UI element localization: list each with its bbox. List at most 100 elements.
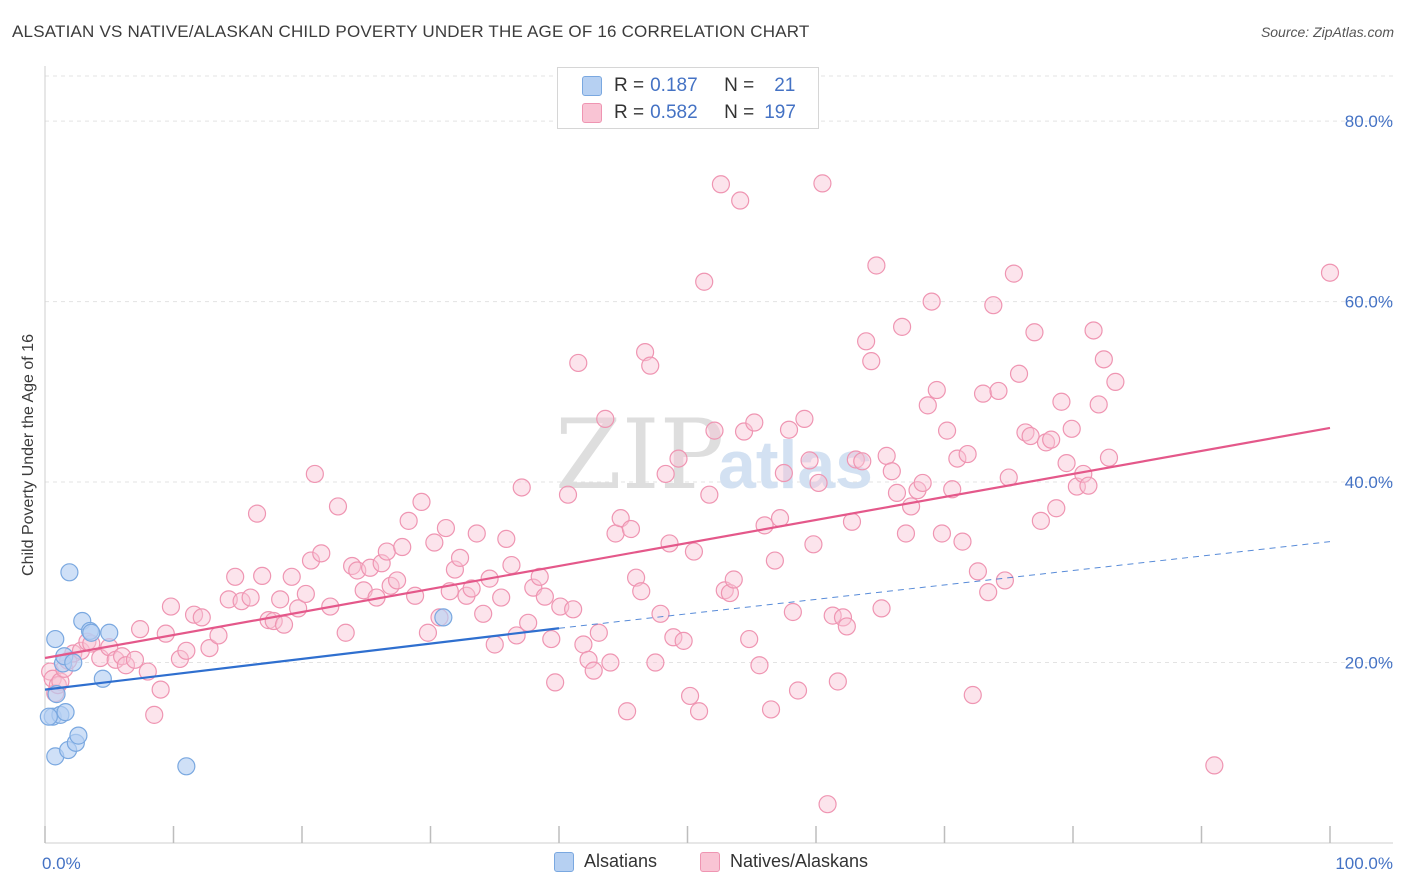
legend-n-label: N = <box>724 102 755 123</box>
natives-alaskans-point <box>497 529 516 549</box>
natives-alaskans-point <box>932 524 952 543</box>
natives-alaskans-point <box>253 566 272 586</box>
natives-alaskans-point <box>336 623 355 642</box>
watermark: ZIP atlas <box>555 399 873 511</box>
natives-alaskans-point <box>387 571 407 590</box>
natives-alaskans-point <box>1205 756 1224 775</box>
natives-alaskans-point <box>1099 448 1119 467</box>
alsatians-point <box>93 669 112 688</box>
y-tick-label: 40.0% <box>1345 473 1393 492</box>
legend-n-value: 21 <box>774 75 796 96</box>
bottom-legend-alsatians[interactable]: Alsatians <box>554 851 657 872</box>
legend-swatch-natives <box>582 103 602 123</box>
natives-alaskans-point <box>558 485 578 504</box>
natives-alaskans-point <box>740 629 759 649</box>
watermark-zip: ZIP <box>555 399 724 511</box>
natives-alaskans-point <box>887 483 907 502</box>
bottom-legend-label-natives: Natives/Alaskans <box>730 851 869 871</box>
natives-alaskans-point <box>896 524 916 543</box>
natives-alaskans-point <box>846 450 865 469</box>
natives-alaskans-point <box>436 518 456 538</box>
natives-alaskans-point <box>312 544 331 563</box>
natives-alaskans-point <box>125 650 145 669</box>
natives-alaskans-point <box>1004 264 1023 283</box>
natives-alaskans-point <box>953 532 972 551</box>
natives-alaskans-point <box>145 705 164 724</box>
natives-alaskans-point <box>1320 263 1340 282</box>
natives-alaskans-point <box>502 555 521 575</box>
alsatians-point <box>39 707 58 726</box>
alsatians-trendline <box>44 627 560 691</box>
natives-alaskans-point <box>918 396 937 415</box>
bottom-legend-natives[interactable]: Natives/Alaskans <box>700 851 868 872</box>
natives-alaskans-point <box>800 451 819 470</box>
natives-alaskans-point <box>507 626 526 645</box>
natives-alaskans-point <box>492 588 511 607</box>
x-tick-label-min: 0.0% <box>42 854 81 873</box>
natives-alaskans-point <box>720 583 740 603</box>
natives-alaskans-point <box>393 537 412 557</box>
alsatians-point <box>64 653 83 672</box>
alsatians-point <box>47 685 66 704</box>
alsatians-point <box>56 703 75 722</box>
natives-alaskans-point <box>828 672 847 691</box>
natives-alaskans-point <box>485 635 504 654</box>
natives-alaskans-point <box>724 570 743 589</box>
bottom-legend-label-alsatians: Alsatians <box>584 851 658 871</box>
y-tick-label: 20.0% <box>1345 654 1393 673</box>
natives-alaskans-point <box>635 343 655 362</box>
natives-alaskans-point <box>1021 426 1040 446</box>
trendlines <box>44 426 1331 691</box>
x-tick-label-max: 100.0% <box>1335 854 1393 873</box>
natives-alaskans-point <box>412 492 431 512</box>
natives-alaskans-point <box>569 353 588 373</box>
natives-alaskans-point <box>968 562 988 581</box>
natives-alaskans-point <box>651 604 670 623</box>
natives-alaskans-point <box>301 551 321 570</box>
natives-alaskans-point <box>913 473 932 493</box>
alsatians-point <box>177 757 196 776</box>
alsatians-trendline-extension <box>558 541 1331 629</box>
legend-r-label: R = <box>614 75 645 96</box>
natives-alaskans-point <box>656 464 675 484</box>
natives-alaskans-point <box>1094 350 1113 369</box>
natives-alaskans-point <box>795 409 814 428</box>
legend-r-value: 0.582 <box>650 102 698 123</box>
natives-alaskans-point <box>512 478 531 497</box>
natives-alaskans-point <box>927 380 946 400</box>
legend-row-natives: R = 0.582 N = 197 <box>582 100 796 126</box>
natives-alaskans-point <box>1042 430 1061 449</box>
natives-alaskans-point <box>1084 321 1103 340</box>
natives-alaskans-point <box>641 356 660 375</box>
natives-alaskans-point <box>770 509 790 528</box>
natives-alaskans-point <box>232 592 251 611</box>
natives-alaskans-point <box>450 548 470 567</box>
natives-alaskans-point <box>589 623 608 642</box>
natives-alaskans-point <box>241 588 260 607</box>
natives-alaskans-point <box>664 628 683 647</box>
natives-alaskans-point <box>867 256 886 275</box>
natives-alaskans-point <box>711 175 731 194</box>
y-axis-label: Child Poverty Under the Age of 16 <box>20 334 37 576</box>
alsatians-point <box>100 623 119 642</box>
natives-alaskans-point <box>813 174 832 193</box>
alsatians-point <box>46 629 65 649</box>
natives-alaskans-point <box>689 702 709 721</box>
natives-alaskans-point <box>1052 392 1071 411</box>
natives-alaskans-point <box>788 681 808 700</box>
natives-alaskans-point <box>621 519 641 539</box>
natives-alaskans-point <box>958 444 977 464</box>
natives-alaskans-point <box>862 352 881 371</box>
natives-alaskans-point <box>853 452 872 471</box>
natives-alaskans-point <box>877 446 896 465</box>
natives-alaskans-point <box>626 568 646 587</box>
natives-alaskans-point <box>680 686 700 706</box>
legend-n-value: 197 <box>764 102 796 123</box>
natives-alaskans-point <box>989 381 1008 401</box>
natives-alaskans-point <box>660 534 679 553</box>
legend-n-label: N = <box>724 75 755 96</box>
x-tick-labels: 0.0% 100.0% <box>42 854 1393 873</box>
natives-alaskans-point <box>606 524 625 543</box>
natives-alaskans-point <box>226 567 245 586</box>
